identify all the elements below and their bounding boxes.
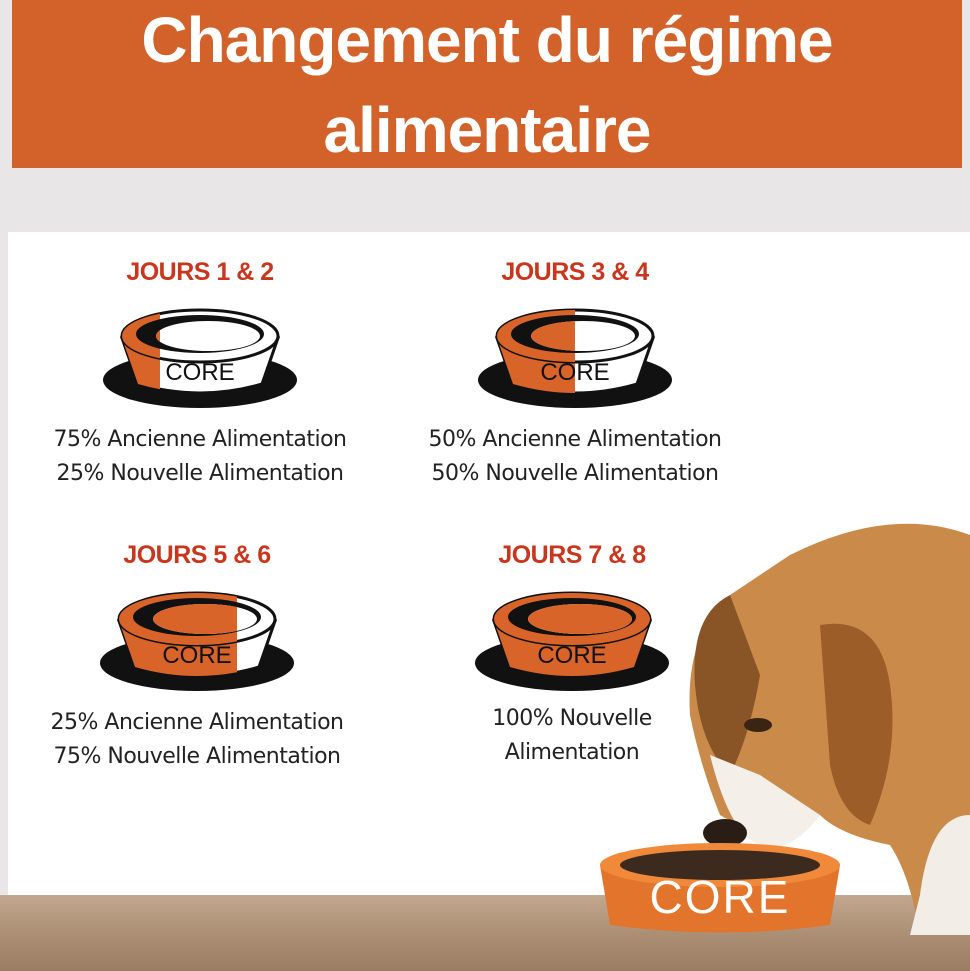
step-line-1: 100% Nouvelle bbox=[492, 706, 652, 731]
step-3: JOURS 5 & 6 CORE 25% Ancienne Alimentati… bbox=[17, 541, 377, 774]
step-title: JOURS 1 & 2 bbox=[126, 258, 274, 286]
step-title: JOURS 7 & 8 bbox=[498, 541, 646, 569]
step-line-1: 75% Ancienne Alimentation bbox=[53, 427, 347, 452]
photo-bowl-logo: CORE bbox=[650, 871, 791, 923]
title-line-1: Changement du régime bbox=[141, 4, 833, 76]
bowl-logo: CORE bbox=[540, 359, 609, 386]
title-banner: Changement du régime alimentaire bbox=[12, 0, 962, 168]
title-line-2: alimentaire bbox=[323, 94, 652, 166]
step-title: JOURS 3 & 4 bbox=[501, 258, 649, 286]
bowl-logo: CORE bbox=[162, 642, 231, 669]
step-title: JOURS 5 & 6 bbox=[123, 541, 271, 569]
step-line-1: 25% Ancienne Alimentation bbox=[50, 710, 344, 735]
step-line-2: Alimentation bbox=[504, 740, 640, 765]
bowl-icon: CORE bbox=[478, 308, 672, 408]
dog-eating-photo: CORE bbox=[600, 523, 970, 935]
step-1: JOURS 1 & 2 CORE 75% Ancienne Alimentati… bbox=[20, 258, 380, 491]
step-4: JOURS 7 & 8 CORE 100% Nouvelle Alimentati… bbox=[392, 541, 752, 770]
step-line-2: 25% Nouvelle Alimentation bbox=[56, 461, 345, 486]
step-line-1: 50% Ancienne Alimentation bbox=[428, 427, 722, 452]
bowl-logo: CORE bbox=[165, 359, 234, 386]
step-line-2: 75% Nouvelle Alimentation bbox=[53, 744, 342, 769]
bowl-icon: CORE bbox=[103, 308, 297, 408]
bowl-icon: CORE bbox=[100, 591, 294, 691]
step-line-2: 50% Nouvelle Alimentation bbox=[431, 461, 720, 486]
bowl-icon: CORE bbox=[475, 591, 669, 691]
bowl-logo: CORE bbox=[537, 642, 606, 669]
step-2: JOURS 3 & 4 CORE 50% Ancienne Alimentati… bbox=[395, 258, 755, 491]
